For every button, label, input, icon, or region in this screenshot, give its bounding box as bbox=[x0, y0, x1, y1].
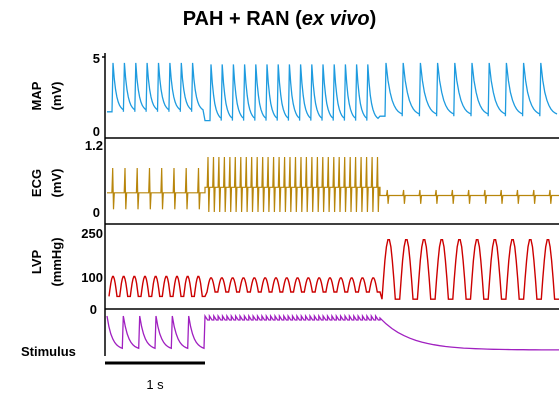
chart-title-italic: ex vivo bbox=[301, 8, 370, 30]
tick-label-ecg-1.2: 1.2 bbox=[85, 138, 103, 153]
tick-label-lvp-250: 250 bbox=[81, 226, 103, 241]
ylabel-lvp-unit: (mmHg) bbox=[49, 237, 64, 286]
trace-lvp-series bbox=[108, 239, 559, 300]
ylabel-map: MAP bbox=[29, 81, 44, 110]
tick-label-ecg-0: 0 bbox=[93, 205, 100, 220]
tick-label-lvp-0: 0 bbox=[90, 302, 97, 317]
trace-stimulus-series bbox=[106, 313, 559, 351]
trace-ecg-series bbox=[107, 156, 559, 213]
tick-label-map-0: 0 bbox=[93, 124, 100, 139]
chart-title: PAH + RAN (ex vivo) bbox=[182, 8, 377, 30]
tick-label-map-5: 5 bbox=[93, 51, 100, 66]
ylabel-ecg: ECG bbox=[29, 169, 44, 197]
time-scale-label: 1 s bbox=[146, 377, 164, 392]
ylabel-map-unit: (mV) bbox=[49, 82, 64, 111]
trace-map-series bbox=[107, 62, 558, 122]
ylabel-lvp: LVP bbox=[29, 250, 44, 275]
ylabel-stimulus: Stimulus bbox=[21, 344, 76, 359]
tick-label-lvp-100: 100 bbox=[81, 270, 103, 285]
ylabel-ecg-unit: (mV) bbox=[49, 169, 64, 198]
